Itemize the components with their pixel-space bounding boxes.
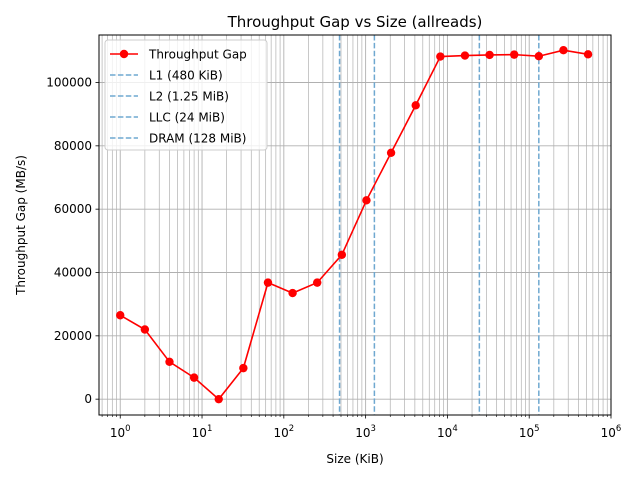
data-point (263, 278, 273, 287)
x-tick-label-exponent: 5 (534, 424, 539, 434)
data-point (362, 196, 371, 205)
legend-label: DRAM (128 MiB) (149, 132, 246, 146)
y-axis: 0 20000 40000 60000 80000 100000 (46, 76, 99, 406)
data-point (288, 288, 297, 298)
legend-item: LLC (24 MiB) (110, 111, 225, 125)
legend-label: LLC (24 MiB) (149, 111, 225, 125)
data-point (534, 52, 544, 61)
legend-item: L2 (1.25 MiB) (110, 90, 229, 104)
x-tick-label-base: 10 (192, 426, 207, 440)
data-point (214, 394, 223, 404)
legend: Throughput Gap L1 (480 KiB) L2 (1.25 MiB) L… (104, 39, 268, 151)
data-point (313, 278, 322, 287)
x-tick-label-exponent: 0 (125, 424, 130, 434)
data-point (509, 50, 519, 59)
legend-box (104, 39, 268, 151)
x-tick-label-base: 10 (601, 426, 616, 440)
x-tick-label-base: 10 (437, 426, 452, 440)
x-axis-label: Size (KiB) (326, 452, 383, 466)
data-point (411, 101, 420, 110)
chart-title: Throughput Gap vs Size (allreads) (227, 13, 483, 31)
x-tick-label-base: 10 (355, 426, 370, 440)
y-tick-label: 60000 (54, 202, 92, 216)
data-point (436, 52, 445, 61)
x-tick-label: 102 (273, 424, 294, 440)
legend-item: Throughput Gap (110, 48, 247, 62)
data-point (337, 250, 347, 259)
data-point (116, 311, 125, 320)
x-tick-label-exponent: 1 (207, 424, 212, 434)
legend-label: L1 (480 KiB) (149, 69, 223, 83)
legend-swatch-marker (119, 49, 129, 59)
y-tick-label: 80000 (54, 139, 92, 153)
x-tick-label: 104 (437, 424, 458, 440)
x-tick-label-exponent: 6 (616, 424, 621, 434)
x-tick-label: 101 (192, 424, 213, 440)
x-tick-label: 100 (110, 424, 131, 440)
plot-frame (98, 34, 612, 416)
data-point (485, 50, 494, 60)
y-tick-label: 0 (84, 392, 92, 406)
data-point (559, 46, 568, 55)
data-point (189, 373, 199, 382)
reference-lines (338, 35, 540, 415)
y-tick-label: 20000 (54, 329, 92, 343)
y-axis-label: Throughput Gap (MB/s) (14, 155, 28, 296)
data-point (460, 51, 470, 60)
x-axis: 100 101 102 103 104 105 106 (101, 415, 622, 440)
x-tick-label-base: 10 (110, 426, 125, 440)
y-tick-label: 40000 (54, 266, 92, 280)
x-tick-label-exponent: 4 (452, 424, 457, 434)
legend-label: Throughput Gap (148, 48, 247, 62)
y-tick-label: 100000 (46, 76, 92, 90)
data-point (386, 148, 396, 157)
x-tick-label: 106 (601, 424, 622, 440)
x-tick-label-base: 10 (273, 426, 288, 440)
x-tick-label-base: 10 (519, 426, 534, 440)
series-layer (116, 46, 593, 404)
legend-item: L1 (480 KiB) (110, 69, 223, 83)
data-point (165, 357, 174, 366)
x-tick-label: 105 (519, 424, 540, 440)
legend-label: L2 (1.25 MiB) (149, 90, 229, 104)
data-point (140, 325, 150, 334)
x-tick-label-exponent: 3 (371, 424, 376, 434)
legend-item: DRAM (128 MiB) (110, 132, 246, 146)
x-tick-label-exponent: 2 (289, 424, 294, 434)
data-point (583, 50, 593, 59)
data-point (239, 363, 248, 373)
x-tick-label: 103 (355, 424, 376, 440)
